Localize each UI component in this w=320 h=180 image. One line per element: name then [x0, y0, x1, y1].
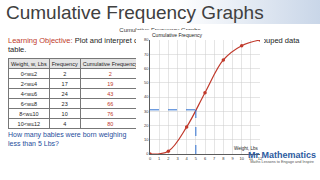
- svg-text:2: 2: [167, 156, 170, 161]
- svg-text:80: 80: [144, 37, 149, 42]
- svg-text:10: 10: [144, 137, 149, 142]
- svg-text:0: 0: [149, 156, 152, 161]
- svg-text:6: 6: [204, 156, 207, 161]
- svg-text:0: 0: [146, 151, 149, 156]
- svg-text:20: 20: [144, 123, 149, 128]
- svg-text:5: 5: [195, 156, 198, 161]
- svg-text:3: 3: [176, 156, 179, 161]
- svg-text:60: 60: [144, 66, 149, 71]
- svg-text:40: 40: [144, 94, 149, 99]
- svg-text:30: 30: [144, 109, 149, 114]
- svg-text:10: 10: [239, 156, 244, 161]
- svg-text:70: 70: [144, 52, 149, 57]
- svg-text:8: 8: [222, 156, 225, 161]
- svg-text:Cumulative Frequency: Cumulative Frequency: [152, 32, 203, 38]
- svg-text:50: 50: [144, 80, 149, 85]
- svg-text:1: 1: [158, 156, 161, 161]
- svg-text:4: 4: [186, 156, 189, 161]
- svg-text:7: 7: [213, 156, 216, 161]
- svg-text:9: 9: [231, 156, 234, 161]
